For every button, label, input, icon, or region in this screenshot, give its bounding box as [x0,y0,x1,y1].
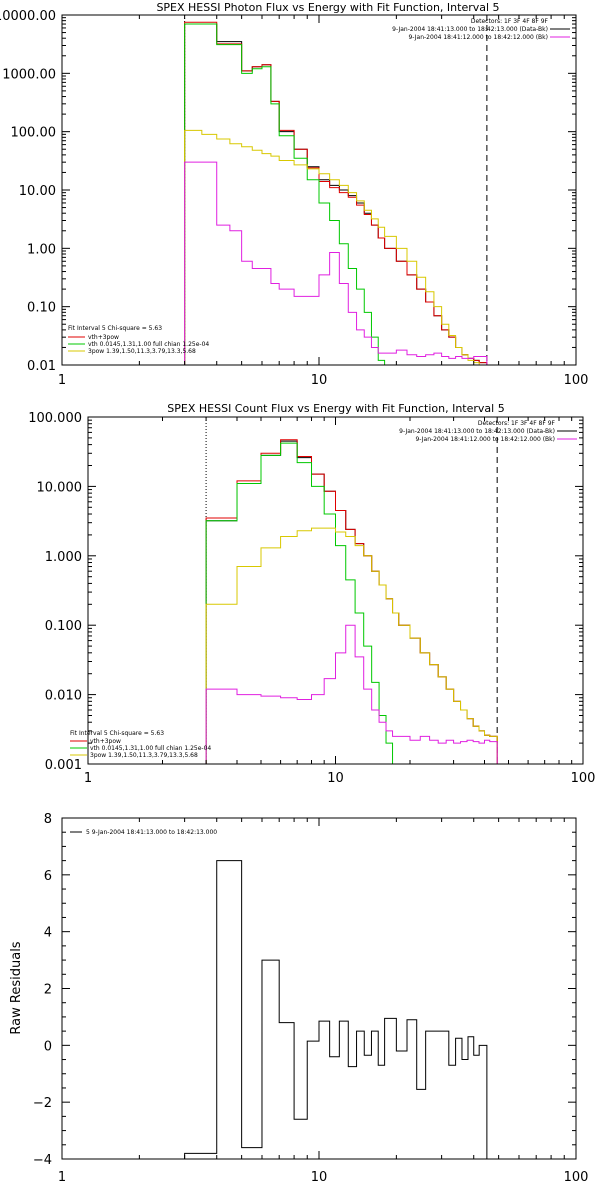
info-box: Detectors: 1F 3F 4F 8F 9F 9-Jan-2004 18:… [392,18,570,41]
legend-label-3pow: 3pow 1.39,1.50,11.3,3.79,13.3,5.68 [88,348,196,355]
plot-area [184,860,488,1159]
series-group [184,15,488,365]
series-line-3 [184,129,488,365]
x-tick-label-1: 1 [58,373,66,388]
data-interval-label: 9-Jan-2004 18:41:13.000 to 18:42:13.000 … [399,428,555,435]
fit-legend: Fit Interval 5 Chi-square = 5.63 vth+3po… [70,730,211,759]
y-tick-label-4: 4 [44,926,52,941]
panel-title: SPEX HESSI Count Flux vs Energy with Fit… [167,402,504,415]
legend-label-vth-3pow: vth+3pow [88,334,119,341]
y-axis-label: Raw Residuals [9,941,24,1034]
y-tick-label-0-010: 0.010 [45,689,82,704]
legend-label-vth: vth 0.0145,1.31,1.00 full chian 1.25e-04 [90,745,211,752]
photon-flux-panel: SPEX HESSI Photon Flux vs Energy with Fi… [0,1,588,388]
plot-area [184,15,488,365]
x-tick-label-100: 100 [564,1170,589,1185]
tick-group: 1 10 100 0.001 0.010 0.100 1.000 10.000 100.000 [28,411,595,786]
plot-frame [87,416,584,765]
detectors-label: Detectors: 1F 3F 4F 8F 9F [471,18,549,25]
y-tick-label-6: 6 [44,869,52,884]
x-tick-label-100: 100 [571,771,596,786]
background-interval-label: 9-Jan-2004 18:41:12.000 to 18:42:12.000 … [408,34,548,41]
data-interval-label: 9-Jan-2004 18:41:13.000 to 18:42:13.000 … [392,26,548,33]
y-tick-label-100-00: 100.00 [11,126,57,141]
series-line-0 [184,860,488,1159]
tick-group: 1 10 100 −4 −2 0 2 4 6 8 [33,812,589,1185]
series-line-3 [205,527,498,764]
y-tick-label-1-00: 1.00 [27,242,56,257]
y-tick-label-1-000: 1.000 [45,550,82,565]
y-tick-label-0-001: 0.001 [45,758,82,773]
residuals-panel: 1 10 100 −4 −2 0 2 4 6 8 Raw Residuals 5 9-Jan-20… [9,812,588,1185]
legend-label-vth-3pow: vth+3pow [90,738,121,745]
panel-title: SPEX HESSI Photon Flux vs Energy with Fi… [156,1,499,14]
residual-legend: 5 9-Jan-2004 18:41:13.000 to 18:42:13.00… [70,829,217,836]
x-tick-label-1: 1 [58,1170,66,1185]
x-tick-label-10: 10 [311,373,328,388]
y-tick-label-10-00: 10.00 [19,184,56,199]
legend-label-residual: 5 9-Jan-2004 18:41:13.000 to 18:42:13.00… [86,829,217,836]
plot-frame [61,817,577,1160]
info-box: Detectors: 1F 3F 4F 8F 9F 9-Jan-2004 18:… [399,420,577,443]
series-line-2 [205,442,400,764]
y-tick-label-0-100: 0.100 [45,619,82,634]
fit-legend: Fit Interval 5 Chi-square = 5.63 vth+3po… [68,325,209,355]
x-tick-label-100: 100 [564,373,589,388]
fit-chi-square-label: Fit Interval 5 Chi-square = 5.63 [68,325,162,332]
background-interval-label: 9-Jan-2004 18:41:12.000 to 18:42:12.000 … [415,436,555,443]
y-tick-label-0-01: 0.01 [27,359,56,374]
series-line-4 [184,161,488,365]
y-tick-label-100-000: 100.000 [28,411,82,426]
y-tick-label-8: 8 [44,812,52,827]
series-group [205,417,498,764]
series-line-4 [205,624,498,764]
x-tick-label-10: 10 [327,771,344,786]
series-group [184,860,488,1159]
count-flux-panel: SPEX HESSI Count Flux vs Energy with Fit… [28,402,595,786]
tick-group: 1 10 100 0.01 0.10 1.00 10.00 100.00 1000.00 1000… [0,9,588,388]
x-tick-label-1: 1 [84,771,92,786]
y-tick-label-0: 0 [44,1039,52,1054]
legend-label-vth: vth 0.0145,1.31,1.00 full chian 1.25e-04 [88,341,209,348]
x-tick-label-10: 10 [311,1170,328,1185]
plot-area [205,417,498,764]
y-tick-label-1000-00: 1000.00 [2,67,56,82]
detectors-label: Detectors: 1F 3F 4F 8F 9F [478,420,556,427]
legend-label-3pow: 3pow 1.39,1.50,11.3,3.79,13.3,5.68 [90,752,198,759]
y-tick-label-10000-00: 10000.00 [0,9,56,24]
plot-frame [61,14,577,366]
series-line-2 [184,23,386,365]
y-tick-label-4: −4 [33,1153,52,1168]
fit-chi-square-label: Fit Interval 5 Chi-square = 5.63 [70,730,164,737]
y-tick-label-2: −2 [33,1096,52,1111]
y-tick-label-0-10: 0.10 [27,301,56,316]
y-tick-label-2: 2 [44,983,52,998]
y-tick-label-10-000: 10.000 [37,480,83,495]
